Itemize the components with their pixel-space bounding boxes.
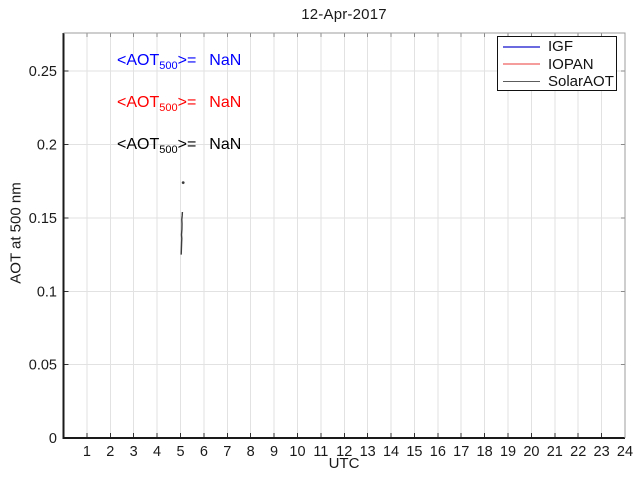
legend-label: IGF bbox=[548, 38, 573, 56]
legend-item-iopan: IOPAN bbox=[498, 56, 616, 74]
annotation-subscript: 500 bbox=[159, 60, 178, 72]
legend-label: IOPAN bbox=[548, 55, 594, 73]
axis-left-bottom bbox=[62, 33, 625, 439]
annotation-prefix: <AOT bbox=[117, 52, 160, 69]
x-tick-label: 8 bbox=[247, 444, 255, 460]
x-tick-label: 24 bbox=[617, 444, 633, 460]
x-tick-label: 1 bbox=[83, 444, 91, 460]
x-tick-label: 16 bbox=[430, 444, 446, 460]
legend-item-solaraot: SolarAOT bbox=[498, 73, 616, 91]
y-axis-label: AOT at 500 nm bbox=[7, 182, 25, 284]
y-tick-label: 0.1 bbox=[37, 284, 57, 300]
x-tick-label: 22 bbox=[570, 444, 586, 460]
x-tick-label: 5 bbox=[176, 444, 184, 460]
annotation-subscript: 500 bbox=[159, 102, 178, 114]
x-axis-label: UTC bbox=[328, 455, 360, 472]
legend-item-igf: IGF bbox=[498, 38, 616, 56]
x-tick-label: 23 bbox=[594, 444, 610, 460]
chart-title: 12-Apr-2017 bbox=[301, 6, 387, 23]
annotation-suffix: >= bbox=[177, 52, 197, 69]
x-tick-label: 21 bbox=[547, 444, 563, 460]
legend-line-sample bbox=[503, 63, 540, 66]
x-tick-label: 18 bbox=[477, 444, 493, 460]
legend-line-sample bbox=[503, 81, 540, 83]
series-line-solaraot bbox=[180, 211, 184, 255]
annotation-value: NaN bbox=[209, 52, 242, 69]
legend-line-sample bbox=[503, 45, 540, 48]
legend: IGF IOPAN SolarAOT bbox=[497, 36, 617, 91]
x-tick-label: 20 bbox=[523, 444, 539, 460]
annotation-suffix: >= bbox=[177, 94, 197, 111]
annotation-prefix: <AOT bbox=[117, 94, 160, 111]
x-tick-label: 12 bbox=[336, 444, 352, 460]
axis-top-right bbox=[63, 32, 626, 438]
mean-aot-annotation-iopan: <AOT500>= NaN bbox=[117, 94, 242, 114]
legend-label: SolarAOT bbox=[548, 73, 614, 91]
annotation-prefix: <AOT bbox=[117, 136, 160, 153]
annotation-value: NaN bbox=[209, 136, 242, 153]
x-tick-label: 17 bbox=[453, 444, 469, 460]
x-tick-label: 3 bbox=[130, 444, 138, 460]
x-tick-label: 19 bbox=[500, 444, 516, 460]
x-tick-label: 15 bbox=[406, 444, 422, 460]
annotation-suffix: >= bbox=[177, 136, 197, 153]
mean-aot-annotation-solaraot: <AOT500>= NaN bbox=[117, 136, 242, 156]
y-tick-label: 0.25 bbox=[29, 64, 57, 80]
y-tick-label: 0 bbox=[49, 431, 57, 447]
x-tick-label: 13 bbox=[360, 444, 376, 460]
mean-aot-annotation-igf: <AOT500>= NaN bbox=[117, 52, 242, 72]
series-point-solaraot bbox=[181, 181, 185, 185]
y-tick-label: 0.05 bbox=[29, 358, 57, 374]
x-tick-label: 9 bbox=[270, 444, 278, 460]
annotation-value: NaN bbox=[209, 94, 242, 111]
x-tick-label: 7 bbox=[223, 444, 231, 460]
annotation-subscript: 500 bbox=[159, 144, 178, 156]
x-tick-label: 2 bbox=[106, 444, 114, 460]
y-tick-label: 0.2 bbox=[37, 138, 57, 154]
x-tick-label: 10 bbox=[289, 444, 305, 460]
x-tick-label: 4 bbox=[153, 444, 161, 460]
x-tick-label: 11 bbox=[313, 444, 328, 460]
y-tick-label: 0.15 bbox=[29, 211, 57, 227]
x-tick-label: 6 bbox=[200, 444, 208, 460]
x-tick-label: 14 bbox=[383, 444, 399, 460]
